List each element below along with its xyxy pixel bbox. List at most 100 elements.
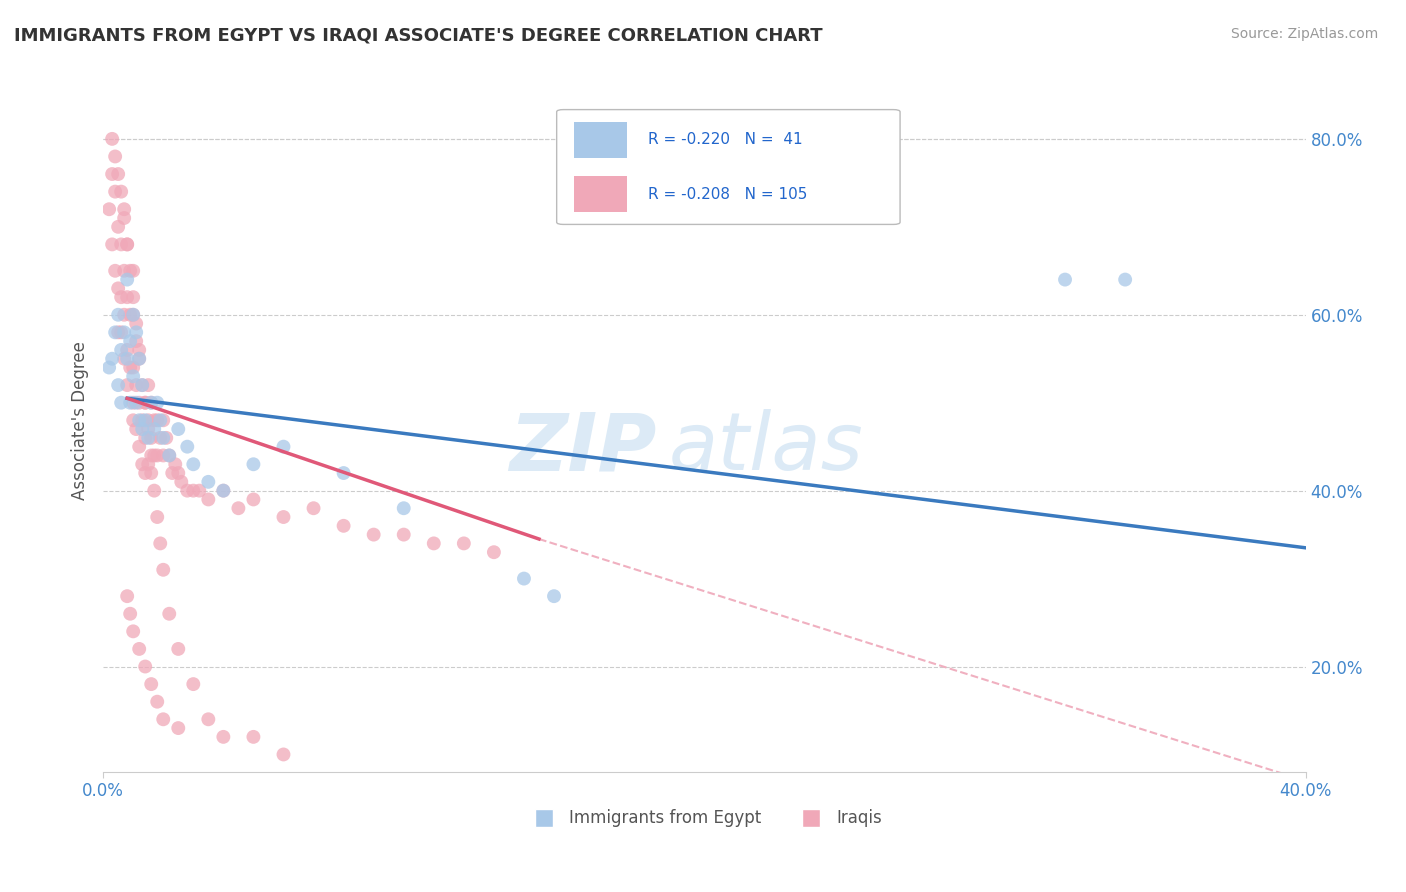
Point [131,422,153,436]
Point [152,413,174,427]
Point [125,326,148,340]
Point [212,730,235,744]
Point [122,290,145,304]
Point [131,378,153,392]
Point [115,237,138,252]
Point [152,712,174,726]
Point [112,326,135,340]
Point [101,167,124,181]
Point [110,395,132,409]
Point [1053,272,1076,286]
Point [101,237,124,252]
Point [131,457,153,471]
Point [152,431,174,445]
Point [131,413,153,427]
Point [112,351,135,366]
Point [176,440,198,454]
Point [273,440,295,454]
Point [136,413,159,427]
Point [128,351,150,366]
Point [115,589,138,603]
Point [170,475,193,489]
Point [197,492,219,507]
Point [165,457,187,471]
Point [125,422,148,436]
Point [125,317,148,331]
Point [128,642,150,657]
Point [98,202,121,217]
Point [101,351,124,366]
Point [141,395,163,409]
Point [128,351,150,366]
Point [162,466,184,480]
Point [122,308,145,322]
Point [146,449,169,463]
Point [513,572,536,586]
Point [363,527,385,541]
Point [120,308,142,322]
Point [112,211,135,225]
Point [167,422,190,436]
Point [141,431,163,445]
Point [112,308,135,322]
Point [120,334,142,348]
Point [152,449,174,463]
Point [134,395,156,409]
Point [115,378,138,392]
Point [115,343,138,357]
Point [453,536,475,550]
Point [143,449,166,463]
Point [120,360,142,375]
Text: ZIP: ZIP [509,409,657,487]
Point [423,536,446,550]
Point [242,492,264,507]
Point [112,202,135,217]
Point [146,510,169,524]
Point [107,167,129,181]
Point [212,483,235,498]
Point [104,264,127,278]
Point [128,343,150,357]
Point [197,475,219,489]
Point [134,395,156,409]
Point [125,395,148,409]
Point [101,132,124,146]
Point [128,440,150,454]
Point [332,518,354,533]
Point [228,501,250,516]
Point [131,378,153,392]
Point [188,483,211,498]
Point [273,747,295,762]
Point [302,501,325,516]
Point [107,308,129,322]
Point [128,413,150,427]
Point [143,413,166,427]
Point [98,360,121,375]
Point [136,378,159,392]
Point [134,659,156,673]
Point [146,695,169,709]
Point [122,360,145,375]
Point [104,185,127,199]
Point [141,395,163,409]
Point [120,607,142,621]
Point [107,378,129,392]
Legend: Immigrants from Egypt, Iraqis: Immigrants from Egypt, Iraqis [520,803,889,834]
Point [110,237,132,252]
Point [1114,272,1136,286]
Point [136,431,159,445]
Point [120,395,142,409]
Point [115,237,138,252]
Point [122,624,145,639]
Point [149,431,172,445]
Text: Source: ZipAtlas.com: Source: ZipAtlas.com [1230,27,1378,41]
Point [122,308,145,322]
Point [107,281,129,295]
Point [157,449,180,463]
Point [125,334,148,348]
Point [136,457,159,471]
Point [141,449,163,463]
Point [149,413,172,427]
Point [149,536,172,550]
Point [167,642,190,657]
